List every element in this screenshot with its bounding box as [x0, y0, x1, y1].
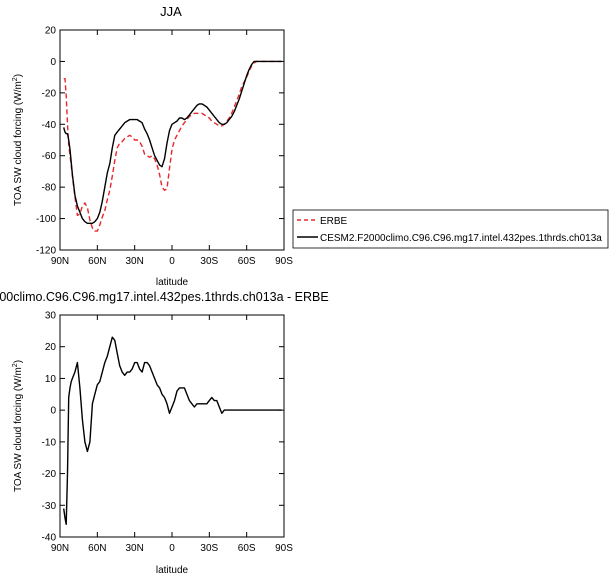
x-axis-label: latitude [156, 277, 189, 288]
legend-label-model: CESM2.F2000climo.C96.C96.mg17.intel.432p… [320, 233, 602, 244]
x-tick-label: 90S [275, 256, 293, 267]
tick-group: -120 -100 -80 -60 -40 -20 0 20 90N 60N 30N 0 30S 60S 9… [36, 26, 293, 268]
y-tick-label: 0 [50, 57, 56, 68]
legend-label-erbe: ERBE [320, 216, 348, 227]
y-axis-label: TOA SW cloud forcing (W/m2) [12, 360, 24, 492]
difference-chart-title: CESM2.F2000climo.C96.C96.mg17.intel.432p… [0, 290, 329, 304]
y-tick-label: 0 [50, 406, 56, 417]
series-lines [63, 336, 282, 525]
y-tick-label: -40 [42, 533, 57, 544]
plot-frame [59, 314, 285, 538]
y-axis-label-end: ) [13, 360, 24, 363]
x-tick-label: 0 [169, 256, 175, 267]
series-lines [63, 60, 282, 232]
y-tick-label: 10 [45, 374, 57, 385]
y-tick-label: -30 [42, 501, 57, 512]
x-tick-label: 60N [88, 543, 106, 554]
y-tick-label: 20 [45, 26, 57, 37]
x-tick-label: 90N [51, 256, 69, 267]
y-axis-label-superscript: 2 [12, 363, 19, 367]
y-tick-label: -60 [42, 151, 57, 162]
x-axis-label: latitude [156, 565, 189, 576]
y-tick-label: -120 [36, 246, 56, 257]
x-tick-label: 60S [238, 543, 256, 554]
x-tick-label: 30S [200, 543, 218, 554]
x-tick-label: 30N [125, 256, 143, 267]
series-line-model [63, 60, 282, 225]
top-panel: JJA -120 -100 -80 -60 -40 -20 0 20 90N 60N 30N 0 30S… [12, 4, 293, 288]
x-tick-label: 90S [275, 543, 293, 554]
series-line-difference [63, 336, 282, 525]
series-line-erbe [63, 60, 282, 232]
x-tick-label: 60N [88, 256, 106, 267]
x-tick-label: 60S [238, 256, 256, 267]
y-tick-label: 20 [45, 342, 57, 353]
x-tick-label: 30S [200, 256, 218, 267]
x-tick-label: 0 [169, 543, 175, 554]
bottom-panel: CESM2.F2000climo.C96.C96.mg17.intel.432p… [0, 290, 329, 576]
y-tick-label: 30 [45, 311, 57, 322]
y-axis-label-end: ) [13, 74, 24, 77]
y-axis-label: TOA SW cloud forcing (W/m2) [12, 74, 24, 206]
legend: ERBE CESM2.F2000climo.C96.C96.mg17.intel… [292, 209, 609, 249]
y-tick-label: -10 [42, 437, 57, 448]
y-axis-label-main: TOA SW cloud forcing (W/m [13, 81, 24, 206]
y-tick-label: -100 [36, 214, 56, 225]
y-tick-label: -80 [42, 183, 57, 194]
y-tick-label: -40 [42, 120, 57, 131]
legend-box [292, 209, 609, 249]
y-axis-label-superscript: 2 [12, 77, 19, 81]
tick-group: -40 -30 -20 -10 0 10 20 30 90N 60N 30N 0 30S 60S 90S [42, 311, 294, 555]
plot-frame [59, 29, 285, 251]
y-tick-label: -20 [42, 88, 57, 99]
y-axis-label-main: TOA SW cloud forcing (W/m [13, 367, 24, 492]
x-tick-label: 30N [125, 543, 143, 554]
chart-title: JJA [160, 4, 182, 19]
x-tick-label: 90N [51, 543, 69, 554]
y-tick-label: -20 [42, 469, 57, 480]
